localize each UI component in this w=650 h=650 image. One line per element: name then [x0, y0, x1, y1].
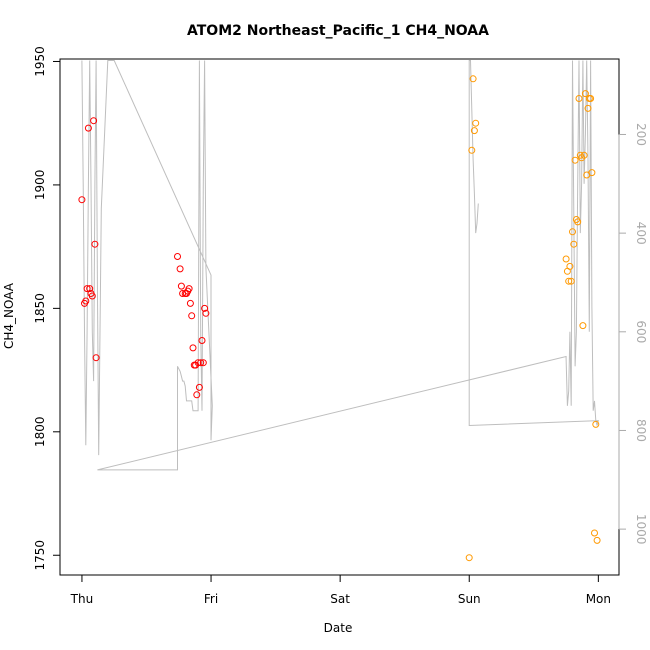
- y-tick-label: 1800: [33, 417, 47, 448]
- data-point: [91, 240, 99, 248]
- trace-layer: [81, 60, 599, 471]
- trace-line: [81, 60, 599, 471]
- y2-tick-label: 800: [634, 419, 648, 442]
- data-point: [189, 344, 197, 352]
- y2-tick-label: 600: [634, 320, 648, 343]
- data-point: [562, 255, 570, 263]
- data-point: [176, 265, 184, 273]
- data-point: [82, 297, 90, 305]
- data-point: [88, 292, 96, 300]
- data-point: [465, 554, 473, 562]
- chart-title: ATOM2 Northeast_Pacific_1 CH4_NOAA: [187, 23, 489, 39]
- y2-axis: 200 400 600 800 1000: [618, 123, 648, 545]
- data-point: [571, 156, 579, 164]
- data-point: [569, 228, 576, 236]
- data-point: [194, 359, 202, 367]
- y-tick-label: 1900: [33, 170, 47, 201]
- data-point: [591, 529, 598, 537]
- data-point: [188, 312, 196, 320]
- data-point: [84, 124, 92, 132]
- data-point: [92, 354, 100, 362]
- data-point: [472, 119, 480, 127]
- data-point: [193, 391, 201, 399]
- y-axis: 1750 1800 1850 1900 1950: [33, 46, 61, 571]
- points-layer: [78, 75, 601, 562]
- data-point: [202, 309, 210, 317]
- x-tick-label: Sun: [458, 592, 481, 606]
- y-axis-label: CH4_NOAA: [2, 282, 16, 349]
- data-point: [587, 95, 595, 102]
- data-point: [570, 240, 578, 248]
- data-point: [185, 285, 193, 293]
- data-point: [565, 277, 573, 285]
- data-point: [90, 117, 98, 125]
- x-axis: Thu Fri Sat Sun Mon: [70, 574, 611, 606]
- data-point: [83, 285, 91, 293]
- data-point: [579, 322, 587, 330]
- x-tick-label: Mon: [586, 592, 611, 606]
- y2-tick-label: 400: [634, 222, 648, 245]
- data-point: [584, 104, 592, 112]
- y-tick-label: 1950: [33, 46, 47, 77]
- data-point: [78, 196, 86, 204]
- y-tick-label: 1750: [33, 540, 47, 571]
- data-point: [567, 277, 575, 285]
- data-point: [174, 253, 181, 260]
- data-point: [470, 127, 478, 135]
- data-point: [186, 299, 194, 307]
- x-tick-label: Fri: [204, 592, 218, 606]
- data-point: [468, 146, 476, 154]
- data-point: [566, 262, 574, 270]
- data-point: [592, 420, 600, 428]
- data-point: [195, 383, 203, 391]
- x-axis-label: Date: [324, 621, 353, 635]
- data-point: [199, 359, 207, 367]
- y2-tick-label: 200: [634, 123, 648, 146]
- data-point: [177, 282, 185, 290]
- data-point: [198, 337, 206, 344]
- data-point: [469, 75, 477, 83]
- data-point: [581, 90, 589, 98]
- data-point: [201, 304, 209, 312]
- data-point: [575, 95, 583, 102]
- x-tick-label: Sat: [330, 592, 350, 606]
- y-tick-label: 1850: [33, 293, 47, 324]
- data-point: [593, 536, 601, 544]
- data-point: [574, 218, 582, 226]
- x-tick-label: Thu: [70, 592, 94, 606]
- y2-tick-label: 1000: [634, 514, 648, 545]
- data-point: [580, 151, 588, 159]
- data-point: [86, 285, 94, 293]
- data-point: [588, 169, 596, 177]
- data-point: [197, 359, 205, 367]
